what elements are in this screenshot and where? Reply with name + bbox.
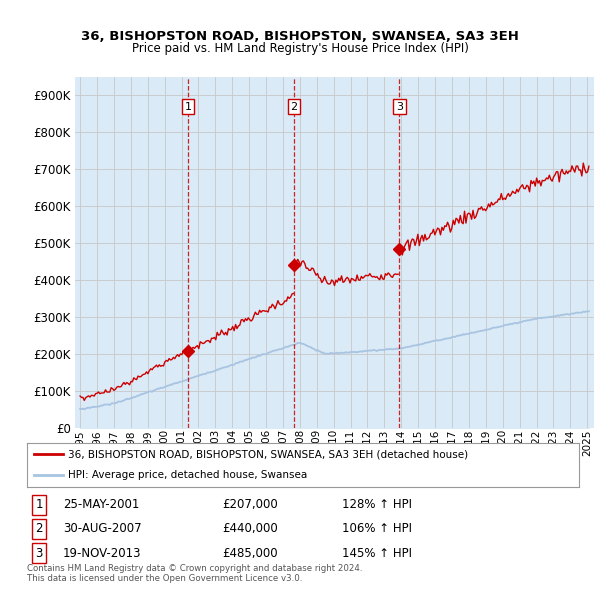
Text: 30-AUG-2007: 30-AUG-2007 (63, 522, 142, 536)
Text: 19-NOV-2013: 19-NOV-2013 (63, 546, 142, 560)
Text: 36, BISHOPSTON ROAD, BISHOPSTON, SWANSEA, SA3 3EH: 36, BISHOPSTON ROAD, BISHOPSTON, SWANSEA… (81, 30, 519, 43)
Text: £440,000: £440,000 (222, 522, 278, 536)
Text: This data is licensed under the Open Government Licence v3.0.: This data is licensed under the Open Gov… (27, 574, 302, 583)
Text: 1: 1 (184, 101, 191, 112)
Text: 36, BISHOPSTON ROAD, BISHOPSTON, SWANSEA, SA3 3EH (detached house): 36, BISHOPSTON ROAD, BISHOPSTON, SWANSEA… (68, 449, 469, 459)
Text: 3: 3 (396, 101, 403, 112)
Text: Contains HM Land Registry data © Crown copyright and database right 2024.: Contains HM Land Registry data © Crown c… (27, 565, 362, 573)
Text: 1: 1 (35, 498, 43, 512)
Text: 2: 2 (290, 101, 298, 112)
Text: 128% ↑ HPI: 128% ↑ HPI (342, 498, 412, 512)
Text: 2: 2 (35, 522, 43, 536)
Text: HPI: Average price, detached house, Swansea: HPI: Average price, detached house, Swan… (68, 470, 308, 480)
Text: 25-MAY-2001: 25-MAY-2001 (63, 498, 139, 512)
Text: £207,000: £207,000 (222, 498, 278, 512)
Text: 3: 3 (35, 546, 43, 560)
Text: Price paid vs. HM Land Registry's House Price Index (HPI): Price paid vs. HM Land Registry's House … (131, 42, 469, 55)
Text: 106% ↑ HPI: 106% ↑ HPI (342, 522, 412, 536)
Text: 145% ↑ HPI: 145% ↑ HPI (342, 546, 412, 560)
Text: £485,000: £485,000 (222, 546, 278, 560)
